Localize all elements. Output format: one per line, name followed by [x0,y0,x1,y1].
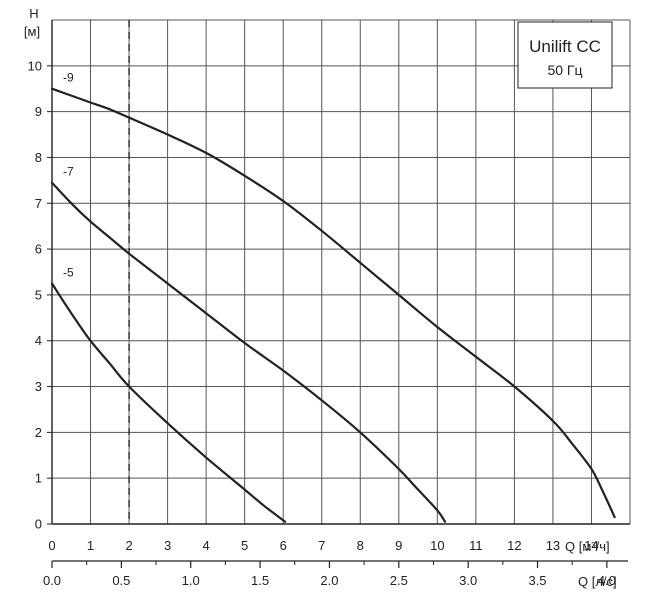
grid [52,19,631,524]
x-axis-label: Q [м³/ч] [565,539,610,554]
y-tick-label: 3 [35,379,42,394]
x-tick-label: 4 [203,538,210,553]
secondary-x-tick-label: 2.5 [390,573,408,588]
series-label: -7 [63,165,74,179]
series-line-minus-7 [50,181,447,523]
series-label: -9 [63,71,74,85]
x-tick-label: 7 [318,538,325,553]
secondary-x-tick-label: 1.5 [251,573,269,588]
secondary-x-tick-label: 4.0 [598,573,616,588]
y-tick-label: 2 [35,425,42,440]
secondary-x-tick-label: 1.0 [182,573,200,588]
secondary-x-tick-label: 0.5 [112,573,130,588]
y-tick-label: 4 [35,333,42,348]
y-tick-label: 8 [35,150,42,165]
secondary-x-tick-label: 0.0 [43,573,61,588]
x-tick-label: 0 [48,538,55,553]
y-axis-unit: [м] [24,24,40,39]
x-tick-label: 6 [280,538,287,553]
x-tick-label: 5 [241,538,248,553]
y-tick-label: 10 [28,58,42,73]
secondary-x-tick-label: 3.0 [459,573,477,588]
x-tick-label: 14 [584,538,598,553]
series-group: -9 -7 -5 [50,71,616,523]
y-tick-label: 0 [35,517,42,532]
legend-box [517,21,613,89]
x-tick-label: 2 [125,538,132,553]
y-axis-name: H [29,6,38,21]
x-tick-label: 12 [507,538,521,553]
y-tick-label: 6 [35,242,42,257]
legend-subtitle: 50 Гц [547,62,582,78]
secondary-x-tick-label: 2.0 [320,573,338,588]
secondary-x-axis-label: Q [л/с] [578,574,617,589]
x-tick-label: 1 [87,538,94,553]
secondary-x-tick-label: 3.5 [528,573,546,588]
y-tick-label: 1 [35,471,42,486]
series-line-minus-9 [50,87,616,519]
series-label: -5 [63,265,74,279]
legend-title: Unilift CC [529,37,601,56]
series-line-minus-5 [50,282,287,523]
x-tick-label: 13 [546,538,560,553]
x-tick-label: 9 [395,538,402,553]
y-tick-label: 7 [35,196,42,211]
x-tick-label: 11 [469,538,483,553]
y-tick-label: 5 [35,287,42,302]
x-tick-label: 10 [430,538,444,553]
y-tick-label: 9 [35,104,42,119]
x-tick-label: 3 [164,538,171,553]
legend: Unilift CC 50 Гц [517,21,613,89]
x-tick-label: 8 [357,538,364,553]
